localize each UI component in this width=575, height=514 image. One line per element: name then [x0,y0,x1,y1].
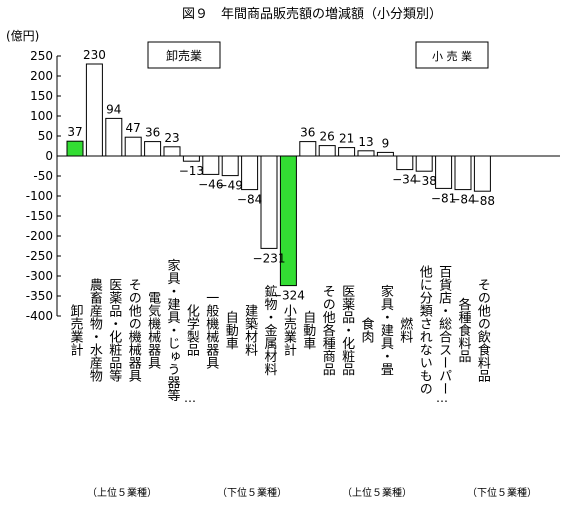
bar [454,155,472,191]
category-label: 各種食料品 [456,297,472,363]
y-tick-label: -150 [26,209,53,223]
bar-value-label: 9 [382,136,390,150]
bar [415,155,433,172]
y-tick-label: 0 [45,149,53,163]
bar [85,63,103,157]
category-label: その他の飲食料品 [475,278,491,382]
bar-value-label: 36 [300,126,315,140]
bar [105,117,123,157]
y-tick-label: 250 [30,49,53,63]
category-label: 医薬品・化粧品等 [106,278,122,382]
bar-value-label: −49 [218,179,243,193]
category-label: 家具・建具・じゅう器等 [165,258,181,402]
bar-value-label: −46 [198,177,223,191]
category-label: 他に分類されないもの [417,265,433,395]
ellipsis-wholesale: … [184,391,196,405]
wholesale-legend-box [147,41,221,69]
bar [144,141,162,157]
bar-value-label: 230 [83,48,106,62]
category-label: 農畜産物・水産物 [87,278,103,383]
y-ticks: 250 200 150 100 50 0 -50 -100 -150 -200 -250 -300 -3… [26,49,61,323]
category-label: 一般機械器具 [203,291,219,369]
y-tick-label: -250 [26,249,53,263]
y-tick-label: 100 [30,109,53,123]
bar [124,136,142,157]
bar [241,155,259,191]
category-label: 百貨店・総合スーパー [436,265,452,395]
bars [66,63,491,287]
group-label-retail-top: （上位５業種） [342,486,412,499]
wholesale-legend-label: 卸売業 [166,48,202,63]
category-label: 電気機械器具 [145,291,161,369]
category-label: 小売業計 [281,304,297,356]
category-label: 卸売業計 [68,303,84,356]
category-label: 建築材料 [242,304,258,356]
category-label: 家具・建具・畳 [378,284,394,376]
bar [376,151,394,157]
retail-legend-label: 小 売 業 [432,50,472,63]
category-label: 自動車 [300,311,316,350]
category-label: その他の機械器具 [126,278,142,382]
bar-value-label: 47 [126,121,141,135]
bar-value-label: 94 [106,102,121,116]
bar [473,155,491,192]
y-tick-label: -200 [26,229,53,243]
category-label: 燃料 [397,316,413,343]
bar-value-label: 26 [320,130,335,144]
bar-value-label: −34 [392,173,417,187]
bar-value-label: −84 [237,193,262,207]
group-label-wholesale-bottom: （下位５業種） [217,486,287,499]
bar-value-label: −84 [450,193,475,207]
y-tick-label: -50 [33,169,53,183]
chart-title: 図９ 年間商品販売額の増減額（小分類別） [182,6,442,22]
bar [260,155,278,249]
bar-value-label: −81 [431,191,456,205]
bar [279,155,297,287]
bar-value-label: −13 [179,164,204,178]
bar [221,155,239,177]
y-tick-label: 200 [30,69,53,83]
bar-value-label: −231 [253,251,286,265]
y-tick-label: 50 [38,129,53,143]
bar [318,145,336,157]
bar-value-label: −324 [272,289,305,303]
bar-value-label: −38 [412,174,437,188]
group-label-wholesale-top: （上位５業種） [87,486,157,499]
ellipsis-retail: … [436,391,448,405]
retail-legend-box [415,41,489,69]
y-axis-label: (億円) [6,29,39,43]
bar [357,150,375,157]
bar [182,155,200,162]
bar-value-label: 13 [358,135,373,149]
category-labels: 卸売業計 農畜産物・水産物 医薬品・化粧品等 その他の機械器具 電気機械器具 家具・建具・… [68,258,491,402]
bar-value-label: 21 [339,132,354,146]
bar [66,140,84,157]
bar-value-label: −88 [470,194,495,208]
group-label-retail-bottom: （下位５業種） [467,486,537,499]
category-label: 自動車 [223,311,239,350]
y-tick-label: -350 [26,289,53,303]
category-label: 化学製品 [184,304,200,356]
y-tick-label: -300 [26,269,53,283]
bar-value-label: 37 [67,125,82,139]
y-tick-label: -400 [26,309,53,323]
y-tick-label: 150 [30,89,53,103]
bar [338,147,356,157]
category-label: 食肉 [359,316,375,343]
bar-value-label: 23 [164,131,179,145]
y-tick-label: -100 [26,189,53,203]
category-label: 鉱物・金属材料 [262,284,278,376]
bar [299,141,317,157]
bar [396,155,414,171]
bar [202,155,220,175]
bar [163,146,181,157]
category-label: その他各種商品 [320,285,336,376]
bar [435,155,453,189]
bar-value-label: 36 [145,126,160,140]
category-label: 医薬品・化粧品 [339,285,355,376]
